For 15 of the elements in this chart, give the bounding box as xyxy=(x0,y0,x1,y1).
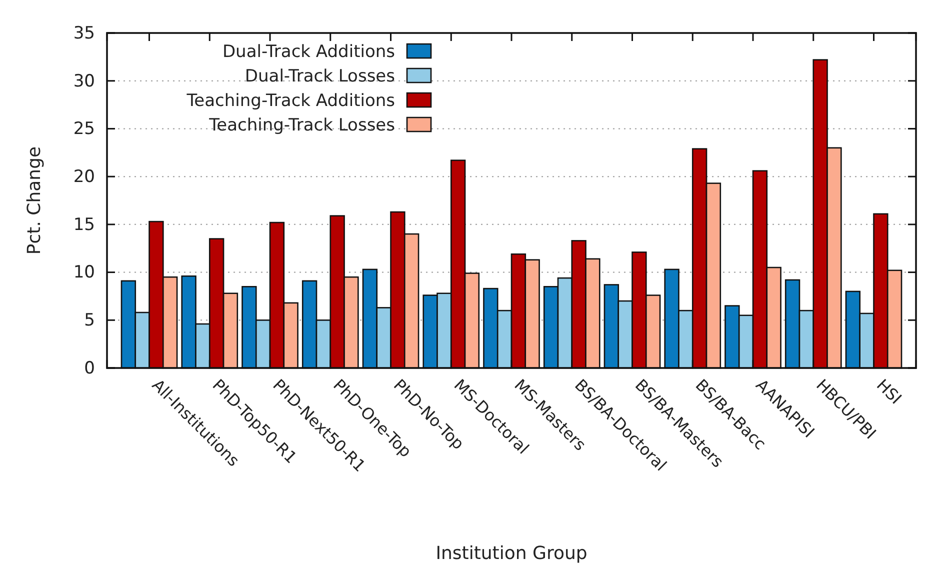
y-tick-label: 30 xyxy=(73,71,95,92)
legend-label: Teaching-Track Additions xyxy=(186,90,396,111)
legend-label: Dual-Track Additions xyxy=(222,42,396,62)
y-axis-title: Pct. Change xyxy=(24,146,45,255)
legend-label: Teaching-Track Losses xyxy=(208,115,396,136)
y-tick-label: 15 xyxy=(73,214,95,235)
y-tick-label: 0 xyxy=(84,358,95,378)
legend-label: Dual-Track Losses xyxy=(244,66,396,86)
y-tick-label: 10 xyxy=(73,262,95,283)
y-tick-label: 5 xyxy=(84,310,95,331)
x-tick-label: HSI xyxy=(872,375,906,408)
y-tick-label: 25 xyxy=(73,119,95,140)
x-axis-title: Institution Group xyxy=(436,543,588,564)
y-tick-label: 35 xyxy=(73,23,95,44)
y-tick-label: 20 xyxy=(73,167,95,188)
